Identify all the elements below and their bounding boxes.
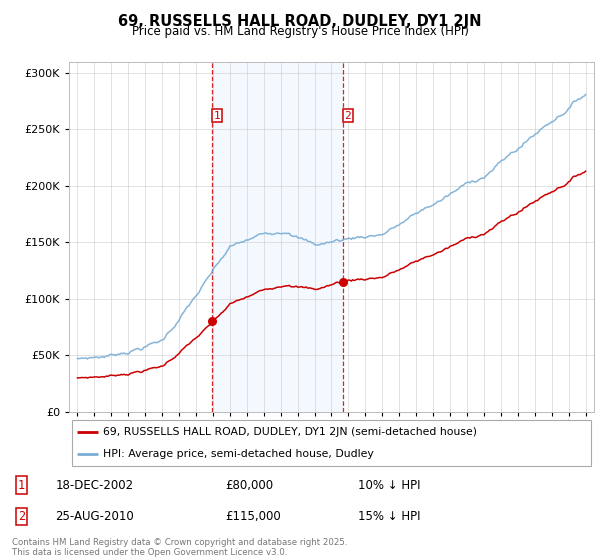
Text: 2: 2 xyxy=(344,111,351,121)
Text: £115,000: £115,000 xyxy=(225,510,281,523)
Text: 25-AUG-2010: 25-AUG-2010 xyxy=(55,510,134,523)
Text: 1: 1 xyxy=(214,111,221,121)
Text: 2: 2 xyxy=(18,510,25,523)
Text: 18-DEC-2002: 18-DEC-2002 xyxy=(55,479,133,492)
FancyBboxPatch shape xyxy=(71,421,592,465)
Text: Contains HM Land Registry data © Crown copyright and database right 2025.
This d: Contains HM Land Registry data © Crown c… xyxy=(12,538,347,557)
Text: 69, RUSSELLS HALL ROAD, DUDLEY, DY1 2JN: 69, RUSSELLS HALL ROAD, DUDLEY, DY1 2JN xyxy=(118,14,482,29)
Text: 1: 1 xyxy=(18,479,25,492)
Bar xyxy=(212,62,343,412)
Text: 15% ↓ HPI: 15% ↓ HPI xyxy=(358,510,420,523)
Text: Price paid vs. HM Land Registry's House Price Index (HPI): Price paid vs. HM Land Registry's House … xyxy=(131,25,469,38)
Text: 69, RUSSELLS HALL ROAD, DUDLEY, DY1 2JN (semi-detached house): 69, RUSSELLS HALL ROAD, DUDLEY, DY1 2JN … xyxy=(103,427,477,437)
Text: £80,000: £80,000 xyxy=(225,479,273,492)
Text: 10% ↓ HPI: 10% ↓ HPI xyxy=(358,479,420,492)
Text: HPI: Average price, semi-detached house, Dudley: HPI: Average price, semi-detached house,… xyxy=(103,449,374,459)
